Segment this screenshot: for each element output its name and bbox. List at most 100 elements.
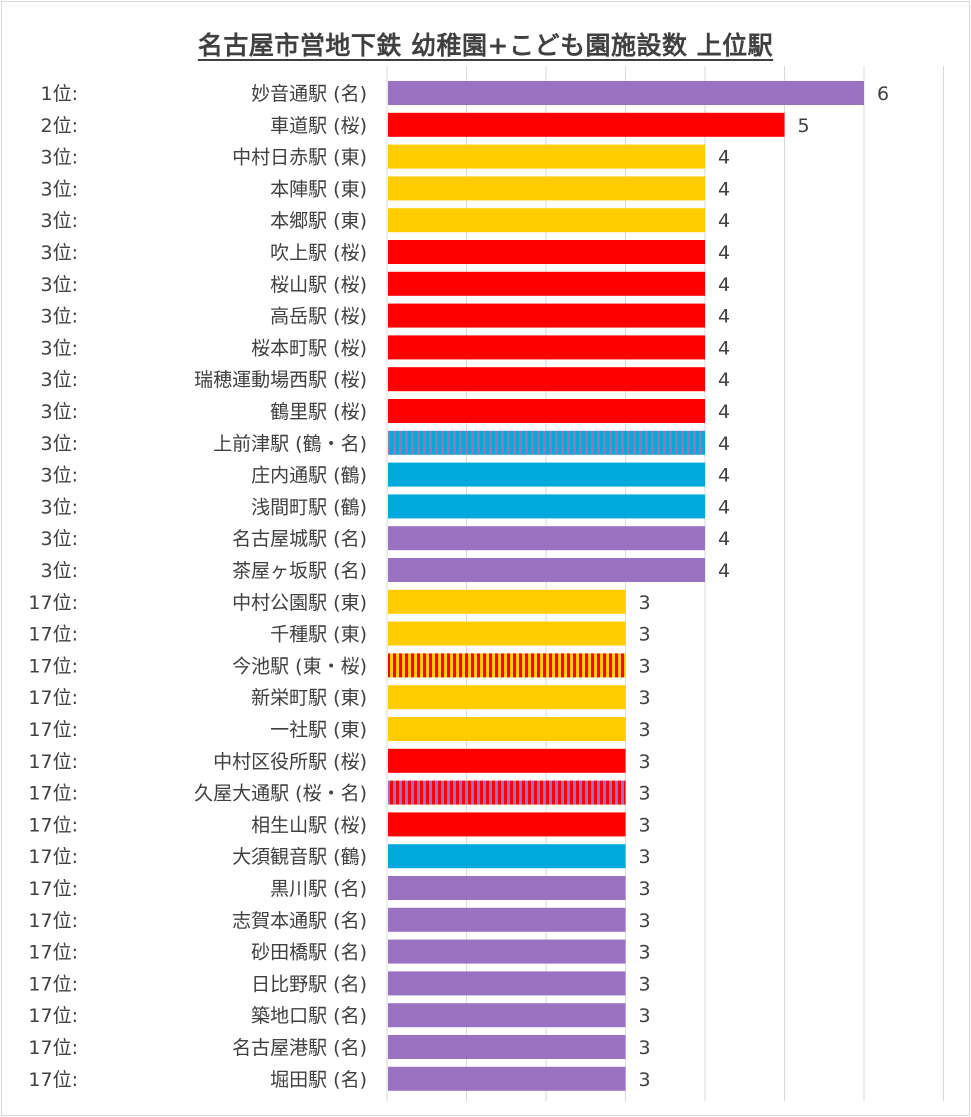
data-label: 4: [718, 465, 730, 487]
station-label: 中村公園駅 (東): [232, 592, 367, 614]
data-label: 4: [718, 496, 730, 518]
station-label: 中村区役所駅 (桜): [213, 751, 367, 773]
station-label: 本郷駅 (東): [270, 210, 367, 232]
data-label: 6: [877, 83, 889, 105]
data-label: 3: [639, 719, 651, 741]
rank-label: 17位:: [28, 1069, 78, 1091]
bars: [388, 81, 864, 1091]
bar: [388, 335, 705, 360]
station-label: 庄内通駅 (鶴): [251, 465, 367, 487]
bar: [388, 462, 705, 487]
data-label: 3: [639, 814, 651, 836]
rank-label: 3位:: [41, 528, 79, 550]
data-label: 3: [639, 655, 651, 677]
rank-label: 2位:: [41, 115, 79, 137]
chart-title: 名古屋市営地下鉄 幼稚園+こども園施設数 上位駅: [197, 31, 774, 60]
bar: [388, 653, 626, 678]
bar: [388, 748, 626, 773]
rank-label: 3位:: [41, 496, 79, 518]
station-label: 志賀本通駅 (名): [232, 910, 367, 932]
bar: [388, 1066, 626, 1091]
rank-label: 17位:: [28, 719, 78, 741]
station-label: 妙音通駅 (名): [251, 83, 367, 105]
station-label: 築地口駅 (名): [251, 1005, 367, 1027]
station-label: 一社駅 (東): [270, 719, 367, 741]
bar: [388, 494, 705, 519]
bar: [388, 367, 705, 392]
bar: [388, 685, 626, 710]
bar: [388, 303, 705, 328]
data-label: 4: [718, 433, 730, 455]
bar: [388, 240, 705, 264]
bar: [388, 844, 626, 869]
bar: [388, 112, 785, 137]
bar: [388, 907, 626, 932]
bar: [388, 558, 705, 582]
bar: [388, 208, 705, 233]
data-label: 4: [718, 528, 730, 550]
station-label: 大須観音駅 (鶴): [232, 846, 367, 868]
bar: [388, 81, 864, 105]
data-label: 3: [639, 910, 651, 932]
data-label: 3: [639, 783, 651, 805]
data-label: 3: [639, 942, 651, 964]
rank-label: 3位:: [41, 465, 79, 487]
labels: 1位: 妙音通駅 (名) 6 2位: 車道駅 (桜) 5 3位: 中村日赤駅 (東) 4 3位: 本…: [28, 83, 889, 1091]
bar: [388, 271, 705, 296]
data-label: 4: [718, 369, 730, 391]
rank-label: 3位:: [41, 337, 79, 359]
station-label: 名古屋城駅 (名): [232, 528, 367, 550]
data-label: 3: [639, 1005, 651, 1027]
bar: [388, 526, 705, 551]
rank-label: 3位:: [41, 560, 79, 582]
data-label: 3: [639, 878, 651, 900]
rank-label: 3位:: [41, 369, 79, 391]
station-label: 茶屋ヶ坂駅 (名): [232, 560, 367, 582]
bar: [388, 399, 705, 423]
rank-label: 3位:: [41, 210, 79, 232]
data-label: 4: [718, 242, 730, 264]
bar: [388, 144, 705, 169]
rank-label: 17位:: [28, 592, 78, 614]
rank-label: 17位:: [28, 814, 78, 836]
station-label: 堀田駅 (名): [270, 1069, 367, 1091]
station-label: 鶴里駅 (桜): [270, 401, 367, 423]
station-label: 浅間町駅 (鶴): [251, 496, 367, 518]
station-label: 瑞穂運動場西駅 (桜): [194, 369, 367, 391]
rank-label: 17位:: [28, 910, 78, 932]
station-label: 中村日赤駅 (東): [232, 147, 367, 169]
station-label: 砂田橋駅 (名): [251, 942, 367, 964]
rank-label: 17位:: [28, 1037, 78, 1059]
bar: [388, 1003, 626, 1028]
data-label: 4: [718, 274, 730, 296]
rank-label: 3位:: [41, 147, 79, 169]
data-label: 3: [639, 846, 651, 868]
data-label: 3: [639, 1037, 651, 1059]
data-label: 4: [718, 560, 730, 582]
station-label: 上前津駅 (鶴・名): [213, 433, 367, 455]
station-label: 黒川駅 (名): [270, 878, 367, 900]
bar: [388, 176, 705, 201]
bar: [388, 717, 626, 741]
station-label: 車道駅 (桜): [270, 115, 367, 137]
rank-label: 17位:: [28, 878, 78, 900]
data-label: 3: [639, 751, 651, 773]
bar: [388, 1035, 626, 1059]
data-label: 4: [718, 306, 730, 328]
bar: [388, 971, 626, 996]
bar: [388, 876, 626, 900]
rank-label: 17位:: [28, 973, 78, 995]
data-label: 4: [718, 178, 730, 200]
rank-label: 17位:: [28, 783, 78, 805]
data-label: 3: [639, 624, 651, 646]
station-label: 久屋大通駅 (桜・名): [194, 783, 367, 805]
station-label: 名古屋港駅 (名): [232, 1037, 367, 1059]
rank-label: 1位:: [41, 83, 79, 105]
station-label: 本陣駅 (東): [270, 178, 367, 200]
rank-label: 17位:: [28, 687, 78, 709]
station-label: 桜山駅 (桜): [270, 274, 367, 296]
station-label: 吹上駅 (桜): [270, 242, 367, 264]
bar: [388, 780, 626, 805]
data-label: 3: [639, 687, 651, 709]
